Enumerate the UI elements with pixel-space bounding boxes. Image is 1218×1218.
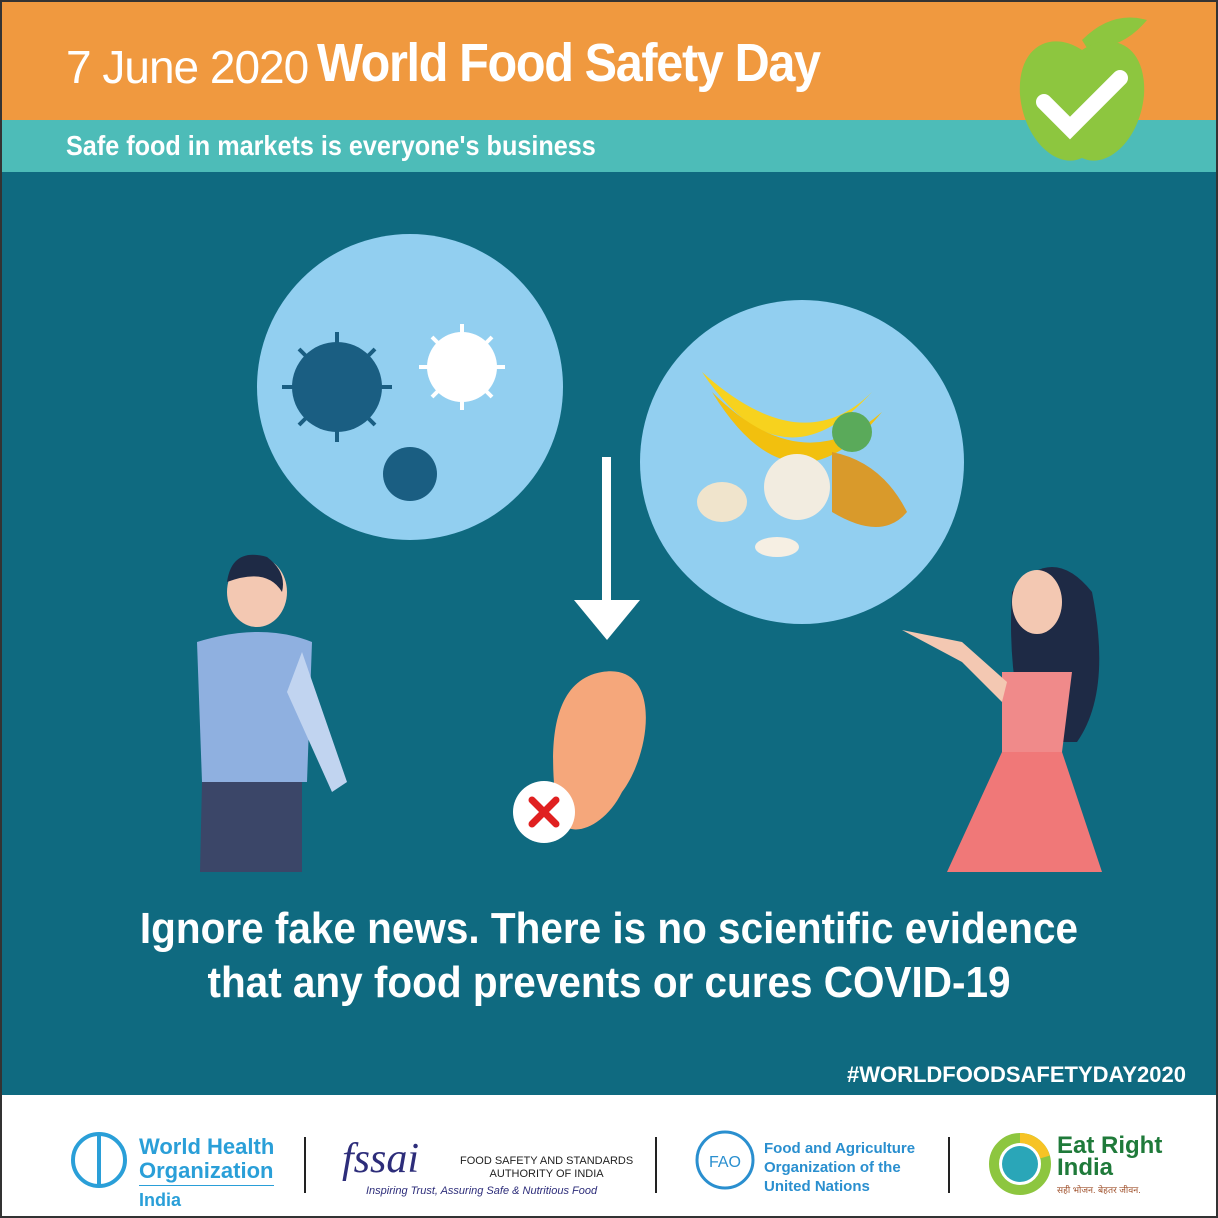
- fssai-logo: fssai: [342, 1136, 420, 1182]
- ear-icon: [513, 671, 646, 843]
- apple-check-icon: [1019, 17, 1147, 161]
- fao-emblem-icon: FAO: [695, 1130, 755, 1190]
- who-emblem-icon: [71, 1132, 127, 1188]
- header-bar: 7 June 2020 World Food Safety Day: [2, 2, 1216, 120]
- fssai-slogan: Inspiring Trust, Assuring Safe & Nutriti…: [366, 1185, 598, 1197]
- who-logo-text: World Health Organization India: [139, 1134, 275, 1210]
- main-message: Ignore fake news. There is no scientific…: [51, 902, 1168, 1010]
- man-figure: [197, 554, 347, 872]
- woman-figure: [902, 567, 1102, 872]
- main-panel: Ignore fake news. There is no scientific…: [2, 172, 1216, 1095]
- divider: [948, 1137, 950, 1193]
- hashtag: #WORLDFOODSAFETYDAY2020: [846, 1062, 1186, 1087]
- partner-logos: World Health Organization India fssai FO…: [2, 1095, 1216, 1216]
- eat-right-india-text: Eat Right India सही भोजन. बेहतर जीवन.: [1057, 1132, 1163, 1196]
- food-bubble: [640, 300, 964, 624]
- tagline-bar: Safe food in markets is everyone's busin…: [2, 120, 1216, 172]
- message-line-1: Ignore fake news. There is no scientific…: [139, 904, 1079, 953]
- message-line-2: that any food prevents or cures COVID-19: [207, 958, 1011, 1007]
- virus-bubble: [257, 234, 563, 540]
- svg-text:FAO: FAO: [709, 1154, 741, 1171]
- eat-right-india-emblem-icon: [989, 1133, 1051, 1195]
- divider: [304, 1137, 306, 1193]
- page-title: World Food Safety Day: [317, 33, 821, 93]
- divider: [655, 1137, 657, 1193]
- down-arrow-icon: [574, 457, 640, 640]
- tagline: Safe food in markets is everyone's busin…: [66, 130, 596, 161]
- fssai-name: FOOD SAFETY AND STANDARDS AUTHORITY OF IN…: [460, 1155, 634, 1180]
- fao-logo-text: Food and Agriculture Organization of the U…: [764, 1140, 916, 1195]
- event-date: 7 June 2020: [66, 41, 309, 93]
- illustration: [197, 234, 1102, 872]
